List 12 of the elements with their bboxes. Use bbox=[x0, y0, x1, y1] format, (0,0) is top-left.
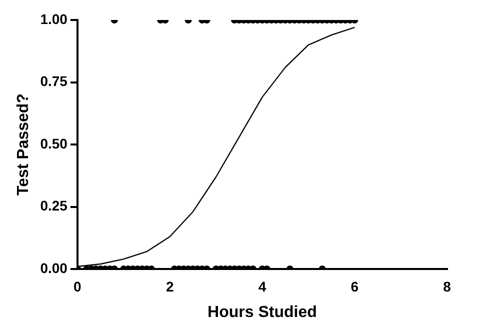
y-tick-label: 1.00 bbox=[40, 10, 68, 27]
x-tick-label: 6 bbox=[350, 278, 359, 294]
x-tick-label: 4 bbox=[258, 278, 266, 294]
x-tick-label: 8 bbox=[443, 278, 452, 294]
x-tick-label: 2 bbox=[166, 278, 174, 294]
y-axis-title: Test Passed? bbox=[15, 94, 32, 196]
y-tick-label: 0.00 bbox=[40, 260, 68, 276]
x-tick-label: 0 bbox=[74, 278, 82, 294]
y-tick-label: 0.75 bbox=[40, 73, 68, 90]
y-tick-label: 0.50 bbox=[40, 135, 68, 152]
y-tick-label: 0.25 bbox=[40, 198, 68, 214]
x-axis-title: Hours Studied bbox=[208, 304, 317, 321]
